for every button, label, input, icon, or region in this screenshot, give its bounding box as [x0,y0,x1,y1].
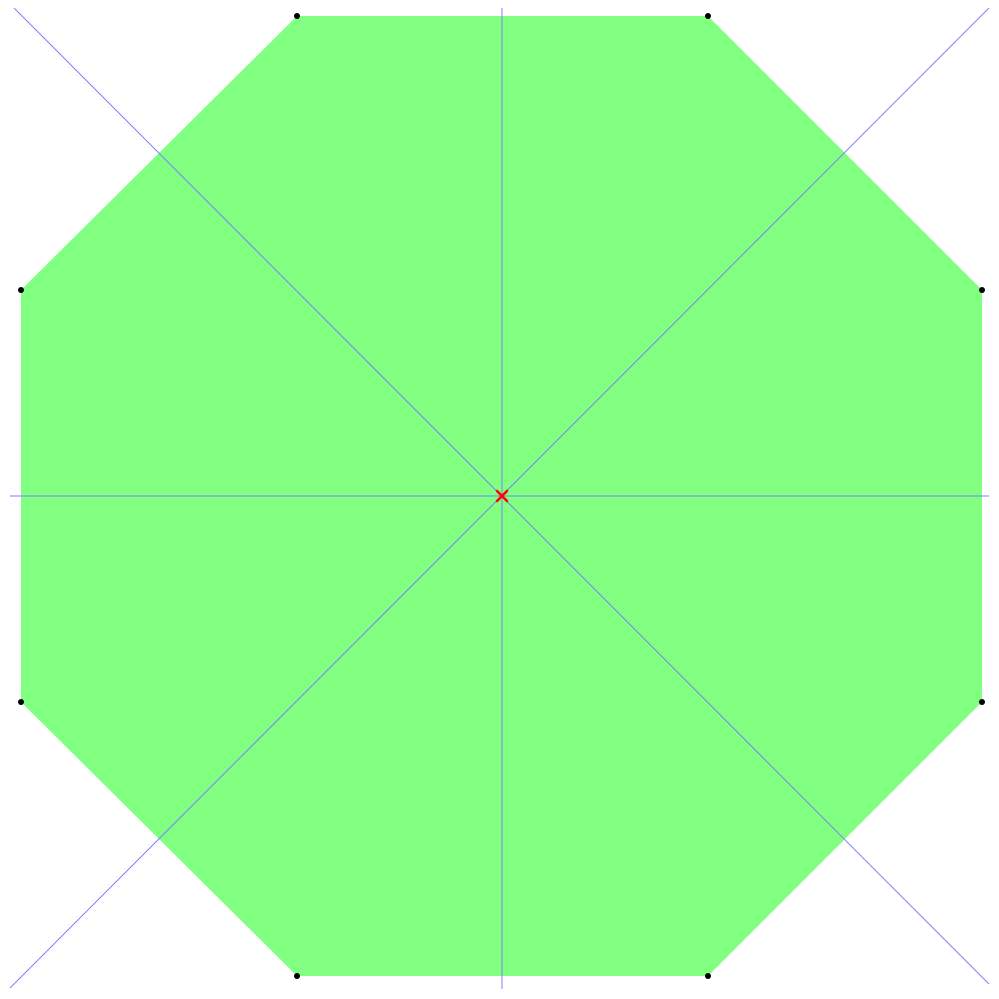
vertex-point [979,699,985,705]
vertex-point [979,287,985,293]
vertex-point [705,973,711,979]
vertex-point [294,13,300,19]
vertex-point [18,287,24,293]
vertex-point [705,13,711,19]
center-x-mark [495,489,509,503]
vertex-point [18,699,24,705]
vertex-point [294,973,300,979]
octagon-vertices [18,13,985,979]
center-mark-stroke [495,489,509,503]
